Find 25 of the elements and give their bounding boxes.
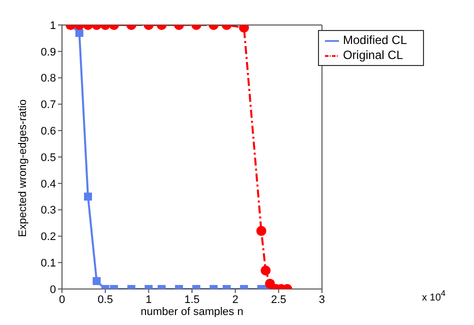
text: x 10$^{4}$ [422, 288, 446, 304]
y-axis-title: Expected wrong-edges-ratio [16, 99, 29, 237]
y-tick-label: 0.8 [40, 72, 56, 85]
x-tick-label: 2 [232, 294, 238, 306]
x-tick-label: 3 [318, 294, 326, 306]
legend-label: Modified CL [342, 33, 407, 47]
y-tick-label: 0.6 [40, 126, 56, 138]
y-tick-label: 0.9 [40, 46, 56, 58]
y-tick-label: 0 [50, 284, 56, 296]
y-tick-label: 0.3 [40, 204, 56, 217]
y-tick-label: 0.7 [40, 99, 56, 112]
x-tick-label: 0.5 [98, 294, 113, 306]
x-tick-label: 1.5 [184, 294, 200, 306]
y-tick-label: 1 [50, 20, 56, 32]
x-tick-label: 1 [146, 294, 152, 306]
y-tick-label: 0.1 [40, 258, 56, 270]
y-tick-label: 0.2 [40, 231, 56, 244]
x-tick-label: 2.5 [270, 294, 286, 306]
y-tick-label: 0.5 [40, 152, 56, 164]
point [84, 192, 92, 201]
legend-label: Original CL [342, 48, 403, 62]
x-tick-label: 0 [58, 294, 66, 306]
y-tick-label: 0.4 [40, 178, 56, 190]
point [256, 226, 266, 236]
x-axis-title: number of samples n [140, 306, 244, 318]
